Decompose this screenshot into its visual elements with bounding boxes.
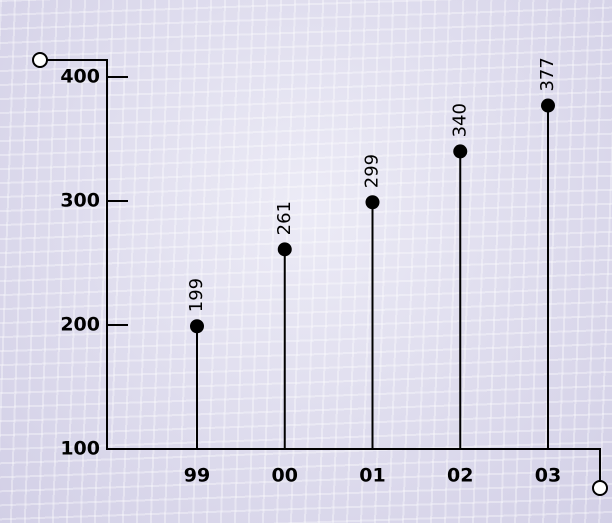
axis-lines	[47, 60, 600, 481]
x-tick-label: 03	[535, 465, 561, 487]
axis-end	[593, 481, 607, 495]
value-label: 299	[362, 154, 383, 188]
value-label: 340	[449, 103, 470, 137]
chart: 100 200 300 400 99 199 00 261 01 299 02 340 03 377	[0, 0, 612, 523]
page: 100 200 300 400 99 199 00 261 01 299 02 340 03 377	[0, 0, 612, 523]
dot	[541, 99, 555, 113]
x-tick-label: 00	[272, 465, 298, 487]
axis-end	[33, 53, 47, 67]
y-tick-label: 100	[60, 438, 100, 460]
dot	[278, 242, 292, 256]
y-tick-label: 300	[60, 190, 100, 212]
value-label: 261	[274, 201, 295, 235]
x-tick-label: 99	[184, 465, 210, 487]
dot	[453, 144, 467, 158]
x-tick-label: 02	[447, 465, 473, 487]
value-label: 377	[537, 57, 558, 91]
dot	[366, 195, 380, 209]
y-tick-label: 400	[60, 66, 100, 88]
value-label: 199	[186, 278, 207, 312]
axes	[33, 53, 607, 495]
y-tick-label: 200	[60, 314, 100, 336]
x-tick-label: 01	[359, 465, 385, 487]
dot	[190, 319, 204, 333]
